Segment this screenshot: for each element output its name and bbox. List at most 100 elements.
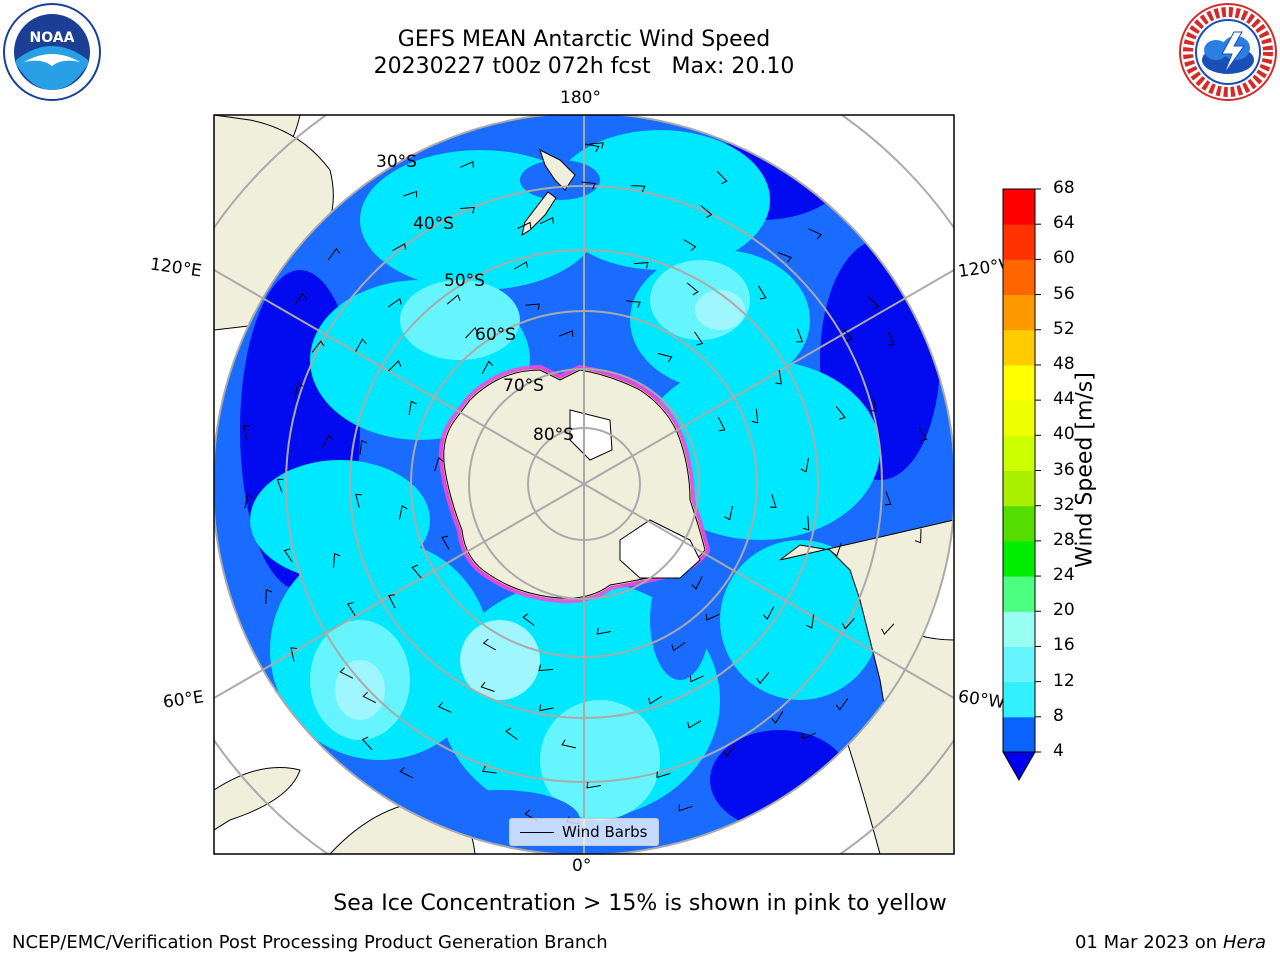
wind-barb (294, 382, 304, 397)
wind-barb (724, 505, 733, 521)
wind-barb (311, 340, 325, 353)
legend: Wind Barbs (509, 818, 659, 846)
wind-barb (887, 331, 895, 346)
wind-barb (687, 720, 702, 729)
colorbar-segment (1003, 400, 1035, 436)
map-area (214, 115, 954, 854)
wind-barb (359, 439, 368, 455)
colorbar-tick-label: 56 (1053, 283, 1075, 304)
colorbar-segment (1003, 435, 1035, 471)
colorbar-extension (1002, 751, 1036, 782)
wind-barb (751, 408, 759, 424)
wind-barb (648, 695, 663, 705)
wind-barb (630, 185, 646, 192)
wind-barb (403, 190, 418, 198)
wind-barb (806, 614, 815, 629)
wind-barb (586, 781, 601, 789)
wind-barb (678, 804, 693, 812)
wind-barb (700, 205, 713, 219)
wind-barb (771, 710, 784, 724)
colorbar-segment (1003, 505, 1035, 542)
wind-barb (775, 370, 783, 385)
wind-barb (705, 613, 720, 621)
wind-barb (434, 457, 444, 472)
noaa-logo-icon: NOAA (3, 3, 101, 101)
wind-barbs (243, 142, 928, 825)
wind-barb (388, 298, 402, 308)
wind-barb (584, 143, 600, 153)
colorbar-label: Wind Speed [m/s] (1072, 372, 1098, 568)
wind-barb (842, 327, 853, 342)
wind-barb (769, 493, 777, 508)
colorbar-tick-label: 12 (1053, 670, 1075, 691)
wind-barb (482, 765, 497, 774)
wind-barb (244, 493, 253, 509)
wind-barb (881, 623, 895, 635)
wind-barb (722, 744, 736, 757)
colorbar-tick-label: 20 (1053, 600, 1075, 621)
wind-barb (505, 727, 518, 740)
wind-barb (481, 360, 494, 375)
wind-barb (265, 589, 273, 604)
wind-barb (914, 528, 922, 544)
land-madagascar (214, 767, 301, 831)
map-border (213, 114, 955, 855)
colorbar-segment (1003, 364, 1035, 401)
lat-label-60s: 60°S (475, 325, 516, 345)
colorbar-tick-label: 44 (1053, 389, 1075, 410)
colorbar-tick-label: 32 (1053, 494, 1075, 515)
wind-barb (465, 326, 479, 339)
colorbar-segment (1003, 224, 1035, 260)
colorbar-segment (1003, 540, 1035, 577)
colorbar-tick-label: 64 (1053, 213, 1075, 234)
wind-barb (538, 664, 554, 672)
footer-credit: NCEP/EMC/Verification Post Processing Pr… (12, 932, 608, 953)
wind-barb (361, 736, 373, 751)
wind-barb (716, 170, 728, 185)
wind-barb (322, 434, 334, 449)
wind-barb (514, 261, 529, 270)
colorbar-segment (1003, 189, 1035, 225)
wind-barb (867, 296, 880, 310)
wind-barb (276, 478, 284, 493)
wind-barb (446, 294, 461, 305)
wind-barb (800, 458, 809, 473)
wind-barb (333, 552, 341, 568)
colorbar-tick-label: 28 (1053, 529, 1075, 550)
colorbar-segment (1003, 681, 1035, 718)
lat-label-30s: 30°S (376, 152, 417, 172)
lon-label-top: 180° (560, 88, 601, 108)
wind-barb (717, 417, 726, 432)
colorbar-segment (1003, 576, 1035, 612)
graticule (214, 115, 954, 854)
land-new-zealand-north (539, 149, 576, 191)
wind-barb (691, 576, 703, 590)
lat-label-40s: 40°S (413, 214, 454, 234)
wind-barb (756, 672, 770, 685)
wind-barb (408, 400, 417, 416)
lon-label-bottom: 0° (572, 856, 592, 876)
wind-barb (835, 698, 849, 711)
wind-barb (762, 606, 775, 620)
wind-barb (686, 282, 699, 296)
wind-barb (517, 221, 532, 229)
wind-barb (399, 766, 414, 779)
wind-barb (522, 613, 535, 626)
wind-barb (796, 328, 804, 343)
wind-barb (683, 239, 697, 251)
ross-ice-shelf (569, 409, 613, 461)
wind-barb (388, 594, 396, 609)
wind-barb (657, 353, 673, 363)
colorbar-tick-label: 24 (1053, 565, 1075, 586)
sea-ice-caption: Sea Ice Concentration > 15% is shown in … (333, 891, 947, 916)
wind-barb (392, 243, 407, 252)
colorbar-tick-label: 4 (1053, 741, 1064, 761)
map-title: GEFS MEAN Antarctic Wind Speed (397, 27, 771, 52)
colorbar-segment (1003, 646, 1035, 683)
colorbar-segment (1003, 716, 1035, 753)
wind-barb (656, 771, 671, 779)
colorbar-tick-label: 36 (1053, 459, 1075, 480)
wind-barb (460, 206, 475, 214)
wind-barb (777, 252, 793, 263)
colorbar-tick-label: 52 (1053, 318, 1075, 339)
